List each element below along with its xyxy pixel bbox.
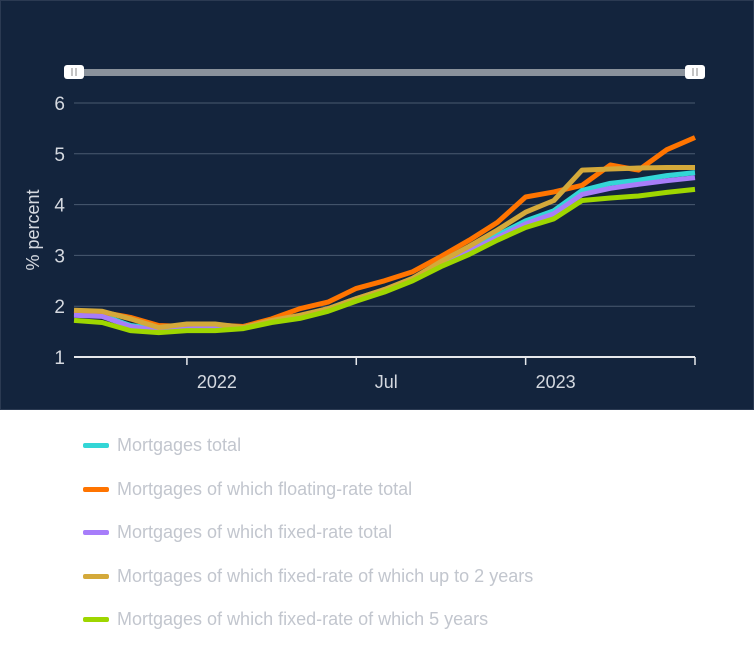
legend-item[interactable]: Mortgages total	[83, 424, 533, 468]
range-slider-left-handle[interactable]	[64, 65, 84, 79]
legend-swatch	[83, 530, 109, 536]
series-line-4[interactable]	[73, 186, 696, 336]
range-slider-right-handle[interactable]	[685, 65, 705, 79]
line-chart: 1 2 3 4 5 6 2022 Jul 2023 % percent	[23, 65, 705, 392]
legend-item[interactable]: Mortgages of which fixed-rate total	[83, 511, 533, 555]
series-line-0[interactable]	[73, 170, 696, 332]
series-line-1[interactable]	[73, 135, 696, 329]
legend-swatch	[83, 486, 109, 492]
range-slider-track[interactable]	[74, 69, 695, 76]
y-tick-label: 1	[54, 348, 65, 369]
chart-panel: 1 2 3 4 5 6 2022 Jul 2023 % percent	[0, 0, 754, 410]
legend-label: Mortgages of which fixed-rate total	[117, 522, 393, 543]
legend-item[interactable]: Mortgages of which floating-rate total	[83, 468, 533, 512]
legend-label: Mortgages total	[117, 435, 242, 456]
legend: Mortgages total Mortgages of which floati…	[83, 424, 533, 642]
legend-label: Mortgages of which floating-rate total	[117, 478, 413, 499]
x-tick-label: 2022	[197, 372, 237, 392]
y-tick-label: 6	[54, 94, 65, 115]
y-tick-label: 4	[54, 196, 65, 217]
y-axis-label: % percent	[23, 189, 43, 270]
y-tick-label: 5	[54, 145, 65, 166]
y-tick-label: 2	[54, 297, 65, 318]
x-tick-label: Jul	[375, 372, 398, 392]
x-tick-label: 2023	[536, 372, 576, 392]
legend-label: Mortgages of which fixed-rate of which 5…	[117, 609, 489, 630]
legend-swatch	[83, 573, 109, 579]
legend-item[interactable]: Mortgages of which fixed-rate of which 5…	[83, 598, 533, 642]
legend-swatch	[83, 617, 109, 623]
range-slider[interactable]	[64, 65, 705, 79]
legend-label: Mortgages of which fixed-rate of which u…	[117, 565, 534, 586]
legend-swatch	[83, 443, 109, 449]
legend-item[interactable]: Mortgages of which fixed-rate of which u…	[83, 555, 533, 599]
y-tick-label: 3	[54, 246, 65, 267]
